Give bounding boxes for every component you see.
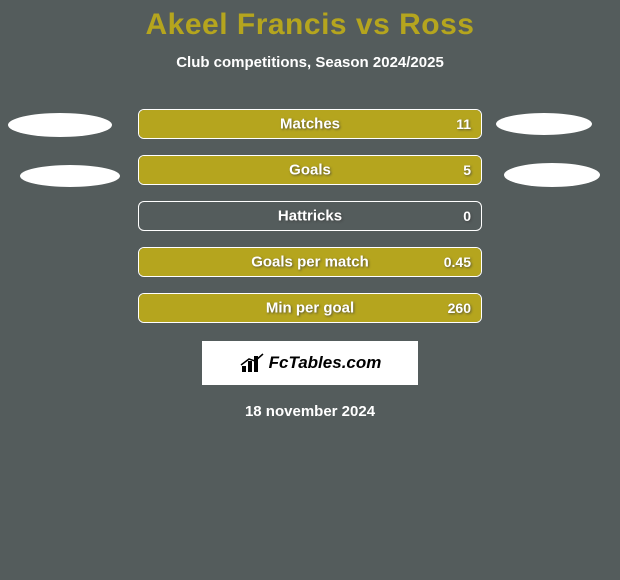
stat-label: Hattricks [139, 208, 481, 225]
stat-value: 260 [448, 300, 471, 316]
page-title: Akeel Francis vs Ross [0, 8, 620, 42]
date-label: 18 november 2024 [0, 403, 620, 420]
stat-label: Goals per match [139, 254, 481, 271]
stat-row-goals-per-match: Goals per match 0.45 [138, 247, 482, 277]
root-container: Akeel Francis vs Ross Club competitions,… [0, 0, 620, 420]
stat-row-hattricks: Hattricks 0 [138, 201, 482, 231]
stat-label: Goals [139, 162, 481, 179]
stat-row-matches: Matches 11 [138, 109, 482, 139]
stat-label: Matches [139, 116, 481, 133]
stat-value: 5 [463, 162, 471, 178]
player-right-bottom-ellipse [504, 163, 600, 187]
brand-name: FcTables.com [269, 353, 382, 373]
stat-value: 0.45 [444, 254, 471, 270]
stat-row-goals: Goals 5 [138, 155, 482, 185]
stat-label: Min per goal [139, 300, 481, 317]
player-left-top-ellipse [8, 113, 112, 137]
stat-value: 11 [456, 116, 471, 132]
bar-chart-icon [239, 352, 265, 374]
player-right-top-ellipse [496, 113, 592, 135]
stat-row-min-per-goal: Min per goal 260 [138, 293, 482, 323]
brand-inner: FcTables.com [239, 352, 382, 374]
brand-box: FcTables.com [202, 341, 418, 385]
stat-rows: Matches 11 Goals 5 Hattricks 0 Goals per… [138, 109, 482, 323]
player-left-bottom-ellipse [20, 165, 120, 187]
page-subtitle: Club competitions, Season 2024/2025 [0, 54, 620, 71]
stat-value: 0 [463, 208, 471, 224]
stats-area: Matches 11 Goals 5 Hattricks 0 Goals per… [0, 109, 620, 420]
